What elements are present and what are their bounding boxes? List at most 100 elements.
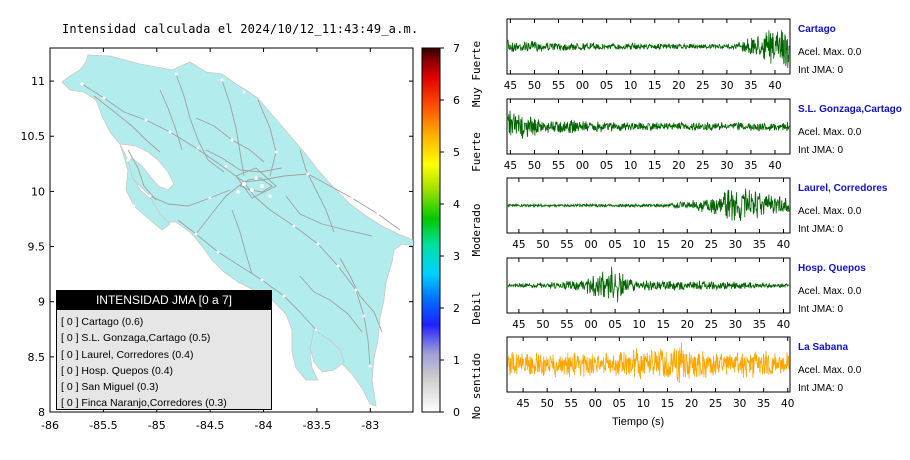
intensity-legend: INTENSIDAD JMA [0 a 7] [ 0 ] Cartago (0.… bbox=[56, 290, 272, 410]
osa-peninsula bbox=[309, 329, 345, 373]
map-y-tick-label: 10.5 bbox=[21, 130, 46, 143]
seismogram-tick-label: 35 bbox=[757, 398, 770, 410]
colorbar-tick-label: 2 bbox=[453, 302, 460, 315]
seismogram-tick-label: 55 bbox=[552, 160, 565, 172]
map-y-tick-label: 8.5 bbox=[28, 351, 46, 364]
road-network bbox=[81, 73, 401, 367]
seismogram-tick-label: 50 bbox=[528, 160, 541, 172]
seismogram-tick-label: 05 bbox=[600, 160, 613, 172]
map-x-tick-label: -85 bbox=[148, 419, 166, 432]
seismogram-tick-label: 00 bbox=[589, 398, 602, 410]
seismogram-tick-label: 30 bbox=[729, 239, 742, 251]
seismogram-tick-label: 55 bbox=[560, 319, 573, 331]
seismogram-tick-label: 05 bbox=[608, 239, 621, 251]
seismogram-tick-label: 15 bbox=[657, 239, 670, 251]
seismogram-panels: 45 50 55 00 05 10 15 20 25 30 35 40 45 50 55 00 05 10 15 20… bbox=[504, 18, 794, 410]
station-jma: Int JMA: 0 bbox=[798, 65, 844, 76]
colorbar-tick-label: 3 bbox=[453, 250, 460, 263]
colorbar-tick-label: 4 bbox=[453, 198, 460, 211]
seismogram-tick-label: 50 bbox=[528, 80, 541, 92]
map-y-tick-label: 11 bbox=[31, 75, 45, 88]
colorbar-label: Fuerte bbox=[470, 132, 483, 172]
station-name: Laurel, Corredores bbox=[798, 183, 888, 194]
seismogram-tick-label: 10 bbox=[624, 80, 637, 92]
seismogram-tick-label: 05 bbox=[613, 398, 626, 410]
seismogram-tick-label: 10 bbox=[632, 239, 645, 251]
station-name: Hosp. Quepos bbox=[798, 263, 866, 274]
seismogram-tick-label: 05 bbox=[600, 80, 613, 92]
station-name: La Sabana bbox=[798, 342, 849, 353]
colorbar-label: Moderado bbox=[470, 204, 483, 257]
seismogram-tick-label: 45 bbox=[504, 160, 517, 172]
colorbar-tick-label: 7 bbox=[453, 42, 460, 55]
seismogram-tick-label: 25 bbox=[696, 80, 709, 92]
seismogram-tick-label: 35 bbox=[753, 319, 766, 331]
station-jma: Int JMA: 0 bbox=[798, 383, 844, 394]
map-y-tick-label: 9 bbox=[38, 296, 45, 309]
nicoya-peninsula bbox=[119, 143, 171, 231]
seismogram-tick-label: 25 bbox=[709, 398, 722, 410]
seismogram-tick-label: 35 bbox=[753, 239, 766, 251]
station-jma: Int JMA: 0 bbox=[798, 145, 844, 156]
map-y-tick-label: 10 bbox=[31, 185, 45, 198]
station-name: S.L. Gonzaga,Cartago bbox=[798, 104, 902, 115]
seismogram-tick-label: 45 bbox=[504, 80, 517, 92]
map-y-tick-label: 9.5 bbox=[28, 241, 46, 254]
seismogram-tick-label: 10 bbox=[632, 319, 645, 331]
seismogram-trace bbox=[507, 266, 790, 303]
station-accel: Acel. Max. 0.0 bbox=[798, 206, 862, 217]
legend-item: [ 0 ] Laurel, Corredores (0.4) bbox=[61, 348, 194, 361]
colorbar-label: Debil bbox=[470, 291, 483, 324]
seismogram-trace bbox=[507, 342, 790, 384]
station-accel: Acel. Max. 0.0 bbox=[798, 286, 862, 297]
seismogram-tick-label: 50 bbox=[536, 239, 549, 251]
seismogram-tick-label: 40 bbox=[781, 398, 794, 410]
legend-item: [ 0 ] Finca Naranjo,Corredores (0.3) bbox=[61, 397, 227, 410]
seismogram-tick-label: 55 bbox=[560, 239, 573, 251]
map-x-tick-label: -85.5 bbox=[89, 419, 117, 432]
legend-item: [ 0 ] San Miguel (0.3) bbox=[61, 381, 159, 394]
station-accel: Acel. Max. 0.0 bbox=[798, 47, 862, 58]
seismogram-trace bbox=[507, 110, 790, 139]
station-accel: Acel. Max. 0.0 bbox=[798, 127, 862, 138]
colorbar-label: Muy Fuerte bbox=[470, 41, 483, 107]
colorbar-tick-label: 6 bbox=[453, 94, 460, 107]
seismogram-tick-label: 35 bbox=[744, 160, 757, 172]
seismogram-tick-label: 45 bbox=[516, 398, 529, 410]
seismogram-tick-label: 25 bbox=[705, 239, 718, 251]
seismogram-tick-label: 15 bbox=[648, 80, 661, 92]
seismogram-tick-label: 35 bbox=[744, 80, 757, 92]
seismogram-tick-label: 50 bbox=[540, 398, 553, 410]
seismogram-tick-label: 20 bbox=[672, 80, 685, 92]
colorbar-tick-label: 1 bbox=[453, 354, 460, 367]
map-x-tick-label: -84 bbox=[255, 419, 273, 432]
seismogram-tick-label: 55 bbox=[552, 80, 565, 92]
seismogram-tick-label: 20 bbox=[672, 160, 685, 172]
legend-title: INTENSIDAD JMA [0 a 7] bbox=[57, 291, 271, 310]
seismogram-tick-label: 25 bbox=[696, 160, 709, 172]
seismogram-tick-label: 15 bbox=[661, 398, 674, 410]
seismogram-tick-label: 40 bbox=[768, 160, 781, 172]
seismogram-tick-label: 10 bbox=[624, 160, 637, 172]
colorbar-labels: No sentido Debil Moderado Fuerte Muy Fuerte bbox=[470, 41, 483, 419]
station-jma: Int JMA: 0 bbox=[798, 304, 844, 315]
colorbar-tick-label: 0 bbox=[453, 406, 460, 419]
seismogram-tick-label: 20 bbox=[685, 398, 698, 410]
seismogram-tick-label: 30 bbox=[720, 80, 733, 92]
seismogram-tick-label: 55 bbox=[565, 398, 578, 410]
legend-list: [ 0 ] Cartago (0.6) [ 0 ] S.L. Gonzaga,Ca… bbox=[61, 314, 267, 412]
legend-item: [ 0 ] Hosp. Quepos (0.4) bbox=[61, 364, 174, 377]
colorbar-tick-label: 5 bbox=[453, 146, 460, 159]
x-axis-label: Tiempo (s) bbox=[612, 416, 665, 428]
seismogram-tick-label: 45 bbox=[512, 239, 525, 251]
seismogram-tick-label: 30 bbox=[720, 160, 733, 172]
seismogram-tick-label: 00 bbox=[576, 160, 589, 172]
seismogram-tick-label: 00 bbox=[584, 319, 597, 331]
seismogram-tick-label: 00 bbox=[584, 239, 597, 251]
seismogram-trace bbox=[507, 188, 790, 222]
station-jma: Int JMA: 0 bbox=[798, 224, 844, 235]
seismogram-tick-label: 20 bbox=[681, 319, 694, 331]
map-x-tick-label: -83.5 bbox=[303, 419, 331, 432]
seismogram-tick-label: 15 bbox=[648, 160, 661, 172]
